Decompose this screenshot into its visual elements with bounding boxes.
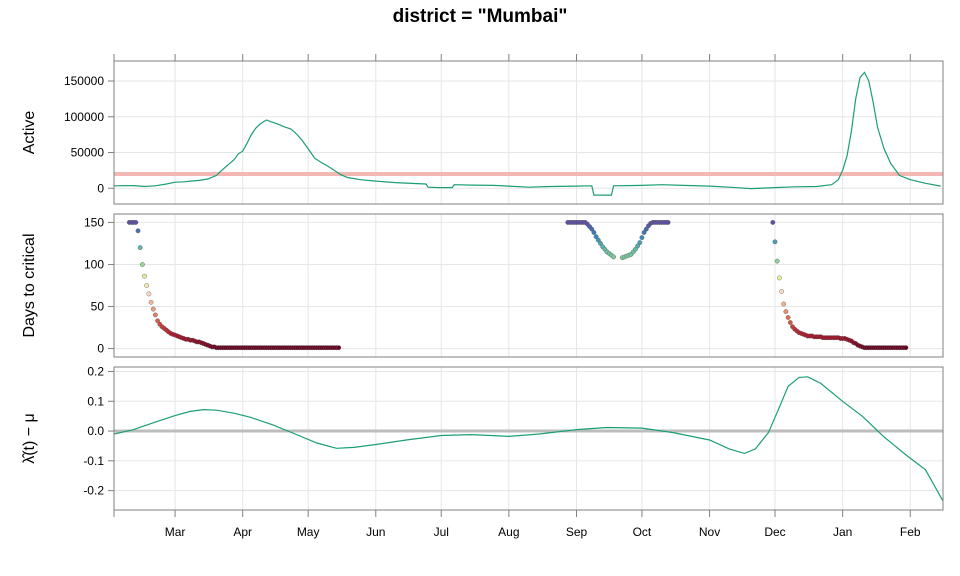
ytick-label-active-2: 100000 bbox=[64, 110, 104, 124]
data-point-146 bbox=[781, 301, 787, 307]
data-point-144 bbox=[777, 275, 782, 281]
ytick-label-days-1: 50 bbox=[91, 300, 105, 314]
ylabel-lambda: λ̂(t) − μ bbox=[21, 413, 38, 464]
grid-lambda bbox=[114, 367, 943, 510]
xtick-label-6: Sep bbox=[566, 525, 588, 539]
ytick-label-lambda-0: -0.2 bbox=[83, 484, 104, 498]
ytick-label-active-3: 150000 bbox=[64, 74, 104, 88]
xtick-label-4: Jul bbox=[434, 525, 449, 539]
data-point-110 bbox=[593, 234, 599, 240]
marks-lambda bbox=[113, 376, 944, 502]
xtick-label-3: Jun bbox=[366, 525, 385, 539]
x-axis-bottom: Mar Apr May Jun Jul Aug Sep Oct Nov Dec Jan Feb bbox=[113, 510, 921, 539]
data-point-126 bbox=[635, 243, 640, 249]
xtick-label-11: Feb bbox=[900, 525, 921, 539]
xtick-label-9: Dec bbox=[764, 525, 785, 539]
panel-lambda: -0.2 -0.1 0.0 0.1 0.2 λ̂(t) − μ bbox=[21, 364, 944, 511]
y-axis-days: 0 50 100 150 bbox=[84, 215, 114, 356]
data-point-147 bbox=[783, 309, 789, 314]
data-point-96 bbox=[336, 345, 342, 351]
panel-days: 0 50 100 150 Days to critical bbox=[21, 213, 944, 358]
ylabel-days: Days to critical bbox=[21, 233, 38, 337]
data-point-109 bbox=[591, 230, 597, 235]
data-point-142 bbox=[772, 239, 778, 245]
data-point-127 bbox=[637, 240, 643, 246]
data-point-128 bbox=[639, 235, 645, 241]
xtick-label-7: Oct bbox=[633, 525, 652, 539]
data-point-141 bbox=[770, 219, 776, 225]
data-point-118 bbox=[611, 254, 616, 260]
frame-active bbox=[113, 60, 944, 205]
data-point-148 bbox=[785, 315, 791, 320]
data-point-202 bbox=[903, 345, 909, 351]
data-point-9 bbox=[146, 291, 152, 297]
data-point-12 bbox=[152, 312, 158, 318]
frame-days bbox=[113, 213, 944, 358]
xtick-label-8: Nov bbox=[699, 525, 720, 539]
frame-lambda bbox=[113, 366, 944, 511]
data-point-10 bbox=[148, 299, 154, 305]
xtick-label-0: Mar bbox=[165, 525, 186, 539]
ytick-label-days-3: 150 bbox=[84, 215, 104, 229]
marks-days bbox=[126, 219, 909, 351]
y-axis-active: 0 50000 100000 150000 bbox=[64, 74, 114, 195]
data-point-108 bbox=[589, 226, 595, 232]
data-point-111 bbox=[595, 237, 601, 243]
x-axis-top bbox=[113, 54, 911, 61]
data-point-129 bbox=[641, 230, 647, 235]
data-point-11 bbox=[150, 306, 156, 312]
ytick-label-lambda-1: -0.1 bbox=[83, 454, 104, 468]
data-point-13 bbox=[155, 318, 161, 324]
series-line-lambda-0 bbox=[113, 376, 944, 502]
ytick-label-lambda-3: 0.1 bbox=[87, 394, 104, 408]
xtick-label-10: Jan bbox=[833, 525, 852, 539]
ytick-label-days-0: 0 bbox=[97, 342, 104, 356]
series-line-active-0 bbox=[113, 71, 941, 196]
data-point-112 bbox=[598, 240, 603, 246]
data-point-7 bbox=[142, 273, 147, 279]
grid-active bbox=[114, 61, 943, 204]
xtick-label-5: Aug bbox=[498, 525, 519, 539]
y-axis-lambda: -0.2 -0.1 0.0 0.1 0.2 bbox=[83, 364, 114, 498]
ylabel-active: Active bbox=[21, 111, 38, 155]
ytick-label-lambda-2: 0.0 bbox=[87, 424, 104, 438]
ytick-label-active-1: 50000 bbox=[71, 146, 105, 160]
xtick-label-1: Apr bbox=[233, 525, 252, 539]
data-point-143 bbox=[774, 258, 780, 264]
chart-title: district = "Mumbai" bbox=[393, 6, 568, 27]
data-point-5 bbox=[137, 245, 143, 251]
ytick-label-days-2: 100 bbox=[84, 257, 104, 271]
ytick-label-active-0: 0 bbox=[97, 181, 104, 195]
panel-active: 0 50000 100000 150000 Active bbox=[21, 60, 944, 205]
data-point-125 bbox=[633, 246, 638, 252]
data-point-4 bbox=[135, 228, 141, 234]
data-point-149 bbox=[787, 320, 793, 325]
ytick-label-lambda-4: 0.2 bbox=[87, 364, 104, 378]
data-point-130 bbox=[643, 226, 649, 232]
data-point-140 bbox=[665, 219, 671, 225]
data-point-3 bbox=[133, 219, 139, 225]
marks-active bbox=[113, 71, 943, 196]
xtick-label-2: May bbox=[297, 525, 320, 539]
data-point-6 bbox=[139, 262, 145, 267]
data-point-8 bbox=[144, 283, 150, 288]
data-point-145 bbox=[779, 288, 784, 294]
